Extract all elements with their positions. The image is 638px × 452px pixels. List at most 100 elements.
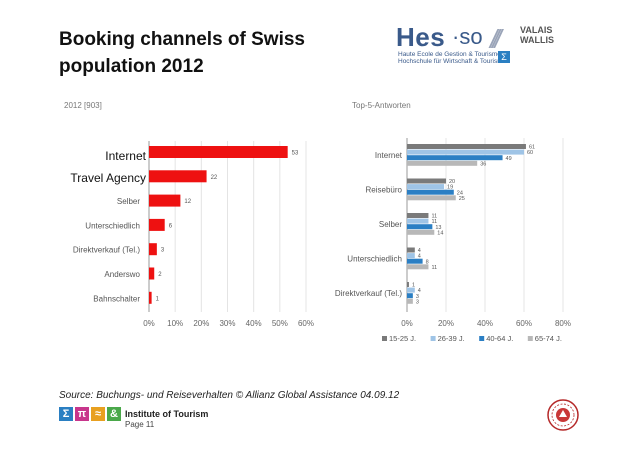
chart2-data-label: 4 <box>418 254 421 260</box>
chart1-bar <box>149 243 157 256</box>
slide-title: Booking channels of Swiss population 201… <box>59 26 379 80</box>
chart2-bar <box>407 298 413 304</box>
chart2-data-label: 60 <box>527 150 533 156</box>
chart1-data-label: 3 <box>161 248 165 254</box>
school-seal-icon <box>547 399 579 431</box>
chart2-bar <box>407 264 429 270</box>
chart2-data-label: 11 <box>431 219 437 225</box>
chart2-bar <box>407 195 456 201</box>
chart2-tick-label: 80% <box>555 319 571 328</box>
logo-so-text: ·so <box>452 24 483 49</box>
chart2-category-label: Selber <box>379 220 402 229</box>
chart1-tick-label: 50% <box>272 319 288 328</box>
chart2-legend-label: 15-25 J. <box>389 334 416 343</box>
chart2-data-label: 4 <box>418 288 421 294</box>
chart1-category-label: Selber <box>117 197 140 206</box>
chart2-legend-swatch <box>382 336 387 341</box>
chart1-data-label: 2 <box>158 272 162 278</box>
chart1-category-label: Direktverkauf (Tel.) <box>73 246 140 255</box>
logo-subtitle-1: Haute Ecole de Gestion & Tourisme <box>398 51 501 58</box>
chart1-tick-label: 40% <box>246 319 262 328</box>
chart2-legend-swatch <box>527 336 533 341</box>
chart2-data-label: 11 <box>431 265 437 271</box>
approx-icon: ≈ <box>91 407 105 421</box>
chart1-category-label: Bahnschalter <box>93 294 140 303</box>
chart2-data-label: 13 <box>435 225 441 231</box>
chart1-bar <box>149 218 165 231</box>
chart2-bar <box>407 229 435 235</box>
chart1-data-label: 22 <box>211 175 218 181</box>
chart2-data-label: 20 <box>449 179 455 185</box>
chart2-bar <box>407 160 478 166</box>
chart2-tick-label: 60% <box>516 319 532 328</box>
chart2-category-label: Internet <box>375 151 403 160</box>
chart2-data-label: 19 <box>447 185 453 191</box>
chart1-category-label: Anderswo <box>104 270 140 279</box>
logo-hes-text: Hes <box>396 22 446 52</box>
chart2-data-label: 8 <box>426 259 429 265</box>
chart1-bar <box>149 170 207 183</box>
chart1-bar <box>149 267 155 280</box>
chart2-legend-label: 65-74 J. <box>535 334 562 343</box>
chart2-data-label: 1 <box>412 283 415 289</box>
chart1-tick-label: 0% <box>143 319 155 328</box>
chart1-tick-label: 30% <box>219 319 235 328</box>
slide-title-line2: population 2012 <box>59 56 204 77</box>
chart2-data-label: 14 <box>437 230 443 236</box>
chart1-annotation-internet: Internet <box>105 149 146 163</box>
chart1-tick-label: 60% <box>298 319 314 328</box>
chart2-category-label: Reisebüro <box>366 186 403 195</box>
chart2-bar <box>407 247 415 253</box>
chart2-title: Top-5-Antworten <box>352 101 411 110</box>
chart2-data-label: 61 <box>529 145 535 151</box>
chart2-data-label: 3 <box>416 294 419 300</box>
chart2-bar <box>407 253 415 259</box>
footer-institute: Institute of Tourism <box>125 409 209 419</box>
chart2-bar <box>407 149 524 155</box>
chart2-bar <box>407 293 413 299</box>
chart2-tick-label: 0% <box>401 319 413 328</box>
pi-icon: π <box>75 407 89 421</box>
chart2-data-label: 36 <box>480 161 486 167</box>
chart2-bar <box>407 213 429 218</box>
chart1-bar <box>149 146 288 158</box>
chart1-bar <box>149 291 152 304</box>
hes-so-logo: Hes ·so /// VALAIS WALLIS Haute Ecole de… <box>396 22 596 66</box>
chart2-bar <box>407 287 415 293</box>
slide-title-line1: Booking channels of Swiss <box>59 29 305 50</box>
chart2-data-label: 25 <box>459 196 465 202</box>
chart2-bar <box>407 224 433 230</box>
chart1-annotation-travel-agency: Travel Agency <box>70 171 146 185</box>
chart2-data-label: 24 <box>457 190 463 196</box>
logo-sigma-icon: Σ <box>498 51 510 63</box>
chart2-tick-label: 20% <box>438 319 454 328</box>
chart1-tick-label: 10% <box>167 319 183 328</box>
chart2-bar <box>407 189 454 195</box>
chart1-data-label: 53 <box>292 151 299 157</box>
chart2-bar <box>407 218 429 224</box>
chart2-bar <box>407 184 445 190</box>
chart2-legend-label: 26-39 J. <box>438 334 465 343</box>
chart2-bar <box>407 258 423 264</box>
chart2-data-label: 11 <box>431 214 437 220</box>
chart1-data-label: 6 <box>169 223 173 229</box>
footer-page-number: Page 11 <box>125 420 155 429</box>
chart2-legend-swatch <box>479 336 485 341</box>
logo-subtitle-2: Hochschule für Wirtschaft & Tourismus <box>398 58 510 65</box>
chart1-tick-label: 20% <box>193 319 209 328</box>
chart1-category-label: Unterschiedlich <box>85 221 140 230</box>
chart2-legend-label: 40-64 J. <box>486 334 513 343</box>
sigma-icon: Σ <box>59 407 73 421</box>
logo-valais-line2: WALLIS <box>520 35 554 45</box>
chart1-bar <box>149 194 181 207</box>
logo-valais-text: VALAIS WALLIS <box>520 25 554 45</box>
chart2-data-label: 49 <box>506 156 512 162</box>
chart2-legend-swatch <box>430 336 436 341</box>
chart2-bar <box>407 178 446 184</box>
chart1-data-label: 1 <box>156 296 160 302</box>
chart2-bar <box>407 282 409 287</box>
chart1-data-label: 12 <box>184 199 191 205</box>
chart2-data-label: 4 <box>418 248 421 254</box>
